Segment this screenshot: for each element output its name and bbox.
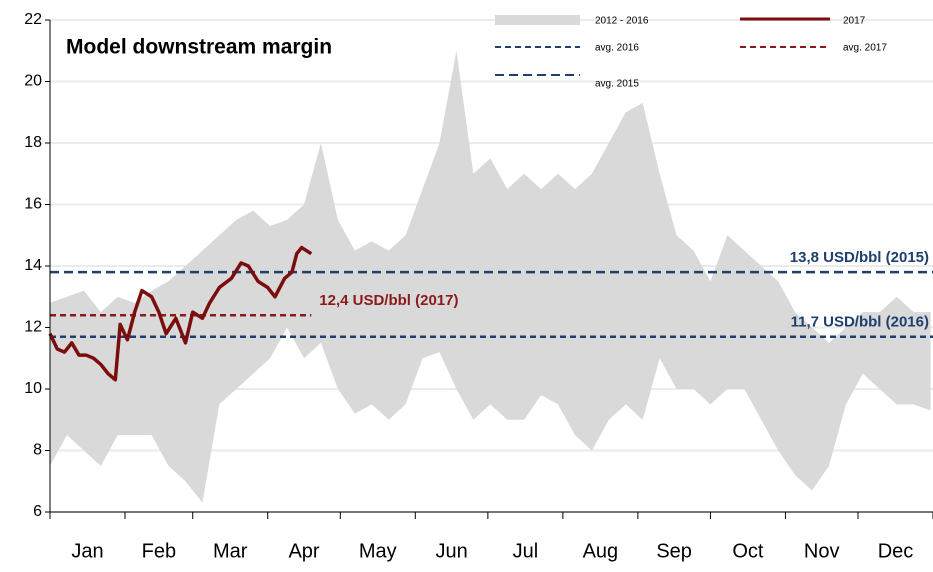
legend-label: 2012 - 2016 (595, 16, 649, 27)
legend-label: 2017 (843, 16, 866, 27)
reference-label: 13,8 USD/bbl (2015) (790, 249, 929, 266)
y-tick-label: 8 (33, 442, 42, 459)
y-tick-label: 14 (24, 257, 42, 274)
y-tick-label: 20 (24, 73, 42, 90)
x-tick-label: Apr (288, 540, 319, 562)
reference-label: 11,7 USD/bbl (2016) (791, 314, 929, 331)
legend-swatch (495, 15, 580, 25)
x-tick-label: Jul (513, 540, 539, 562)
x-tick-label: Feb (142, 540, 176, 562)
series-line (48, 245, 313, 382)
y-tick-label: 16 (24, 196, 42, 213)
x-tick-label: Oct (732, 540, 764, 562)
range-band (50, 50, 931, 503)
legend-label: avg. 2017 (843, 43, 887, 54)
y-tick-label: 10 (24, 380, 42, 397)
chart-title: Model downstream margin (66, 36, 332, 59)
y-tick-label: 18 (24, 134, 42, 151)
x-tick-label: Jun (435, 540, 467, 562)
x-tick-label: Sep (656, 540, 692, 562)
legend-label: avg. 2015 (595, 79, 639, 90)
x-tick-label: Jan (71, 540, 103, 562)
legend-label: avg. 2016 (595, 43, 639, 54)
y-tick-label: 6 (33, 503, 42, 520)
reference-label: 12,4 USD/bbl (2017) (319, 292, 458, 309)
x-tick-label: May (359, 540, 397, 562)
y-tick-label: 12 (24, 319, 42, 336)
x-tick-label: Aug (583, 540, 619, 562)
x-tick-label: Nov (804, 540, 840, 562)
x-tick-label: Mar (213, 540, 248, 562)
x-tick-label: Dec (878, 540, 914, 562)
y-tick-label: 22 (24, 11, 42, 28)
